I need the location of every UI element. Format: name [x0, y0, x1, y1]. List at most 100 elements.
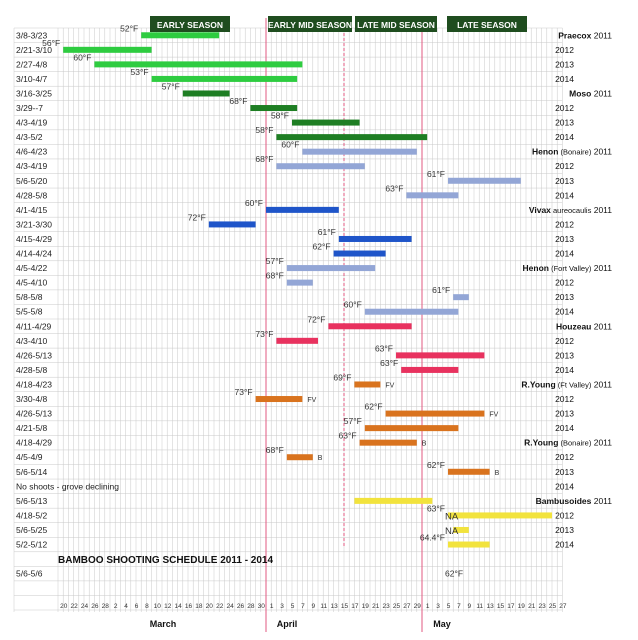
x-tick-label: 25 — [549, 603, 557, 610]
species-note: (Fort Valley) — [549, 264, 592, 273]
x-tick-label: 21 — [528, 603, 536, 610]
species-label: R.Young (Bonaire) 2011 — [524, 438, 612, 448]
bar-temperature: 68°F — [229, 96, 247, 106]
x-tick-label: 9 — [467, 603, 471, 610]
x-axis: 20 22 24 26 28 2 4 6 8 10 12 14 16 18 20 22 24 26 28 30 1 3 5 7… — [60, 603, 567, 629]
x-tick-label: 27 — [403, 603, 411, 610]
species-label: Houzeau 2011 — [556, 321, 612, 331]
x-tick-label: 23 — [382, 603, 390, 610]
species-name: Vivax — [529, 205, 551, 215]
season-label: LATE MID SEASON — [357, 20, 435, 30]
shooting-bar — [406, 192, 459, 199]
x-tick-label: 3 — [436, 603, 440, 610]
species-label: Moso 2011 — [569, 88, 612, 98]
bar-temperature: 68°F — [255, 154, 273, 164]
species-year: 2011 — [591, 496, 612, 506]
row-year: 2014 — [555, 74, 574, 84]
row-year: 2014 — [555, 132, 574, 142]
species-year: 2011 — [591, 263, 612, 273]
row-year: 2014 — [555, 481, 574, 491]
bar-note: FV — [307, 397, 316, 404]
bar-temperature: 68°F — [266, 271, 284, 281]
x-tick-label: 15 — [341, 603, 349, 610]
shooting-bar — [63, 46, 152, 53]
x-tick-label: 16 — [185, 603, 193, 610]
row-date-range: 5/6-5/25 — [16, 525, 47, 535]
species-name: Praecox — [558, 30, 591, 40]
row-date-range: 4/18-5/2 — [16, 510, 47, 520]
season-divider-lines — [265, 18, 423, 632]
row-year: 2013 — [555, 176, 574, 186]
row-date-range: 4/6-4/23 — [16, 147, 47, 157]
row-year: 2014 — [555, 365, 574, 375]
row-year: 2014 — [555, 423, 574, 433]
shooting-bar — [276, 163, 365, 170]
row-year: 2012 — [555, 103, 574, 113]
x-tick-label: 7 — [301, 603, 305, 610]
season-box — [268, 16, 352, 32]
shooting-bar — [448, 468, 490, 475]
row-date-range: 4/28-5/8 — [16, 365, 47, 375]
bar-temperature: 73°F — [235, 387, 253, 397]
species-name: Houzeau — [556, 321, 591, 331]
species-year: 2011 — [591, 379, 612, 389]
species-year: 2011 — [591, 30, 612, 40]
bar-note: B — [422, 441, 427, 448]
x-tick-label: 26 — [91, 603, 99, 610]
species-note: (Bonaire) — [558, 439, 591, 448]
shooting-bar — [286, 279, 313, 286]
bar-temperature: 64.4°F — [420, 533, 445, 543]
species-year: 2011 — [591, 147, 612, 157]
row-year: 2013 — [555, 409, 574, 419]
row-year: 2013 — [555, 234, 574, 244]
season-box — [447, 16, 527, 32]
species-name: Henon — [532, 147, 558, 157]
bar-note: NA — [445, 526, 459, 537]
shooting-bar — [401, 366, 459, 373]
row-date-range: 4/5-4/9 — [16, 452, 43, 462]
shooting-bar — [286, 265, 376, 272]
row-year: 2013 — [555, 59, 574, 69]
shooting-bar — [453, 294, 469, 301]
x-tick-label: 20 — [206, 603, 214, 610]
species-note: (Bonaire) — [558, 148, 591, 157]
bar-note: FV — [385, 382, 394, 389]
bar-temperature: 61°F — [432, 285, 450, 295]
row-date-range: 5/5-5/8 — [16, 307, 43, 317]
shooting-bar — [448, 177, 521, 184]
bar-temperature: 53°F — [131, 67, 149, 77]
species-note: aureocaulis — [551, 206, 592, 215]
row-date-range: 4/3-5/2 — [16, 132, 43, 142]
row-date-range: 5/6-5/13 — [16, 496, 47, 506]
species-name: R.Young — [524, 438, 558, 448]
bar-temperature: 62°F — [313, 242, 331, 252]
row-year: 2012 — [555, 452, 574, 462]
shooting-bar — [448, 541, 490, 548]
shooting-bar — [359, 439, 417, 446]
x-tick-label: 27 — [559, 603, 567, 610]
row-date-range: 2/27-4/8 — [16, 59, 47, 69]
season-label: EARLY SEASON — [157, 20, 223, 30]
shooting-bar — [364, 308, 459, 315]
row-year: 2012 — [555, 278, 574, 288]
shooting-bar — [302, 148, 417, 155]
row-date-range: 4/1-4/15 — [16, 205, 47, 215]
bar-temperature: 60°F — [245, 198, 263, 208]
bar-temperature: 57°F — [162, 81, 180, 91]
row-date-range: 3/8-3/23 — [16, 30, 47, 40]
species-label: Henon (Fort Valley) 2011 — [523, 263, 613, 273]
bar-note: B — [495, 470, 500, 477]
x-tick-label: 11 — [320, 603, 327, 610]
row-date-range: 5/8-5/8 — [16, 292, 43, 302]
species-label: Praecox 2011 — [558, 30, 612, 40]
shooting-bar — [151, 75, 298, 82]
row-date-range: 4/3-4/19 — [16, 161, 47, 171]
row-year: 2014 — [555, 190, 574, 200]
x-tick-label: 22 — [70, 603, 78, 610]
row-date-range: No shoots - grove declining — [16, 481, 119, 491]
shooting-bar — [385, 410, 485, 417]
row-year: 2013 — [555, 467, 574, 477]
shooting-bar — [94, 61, 303, 68]
x-tick-label: 24 — [226, 603, 234, 610]
